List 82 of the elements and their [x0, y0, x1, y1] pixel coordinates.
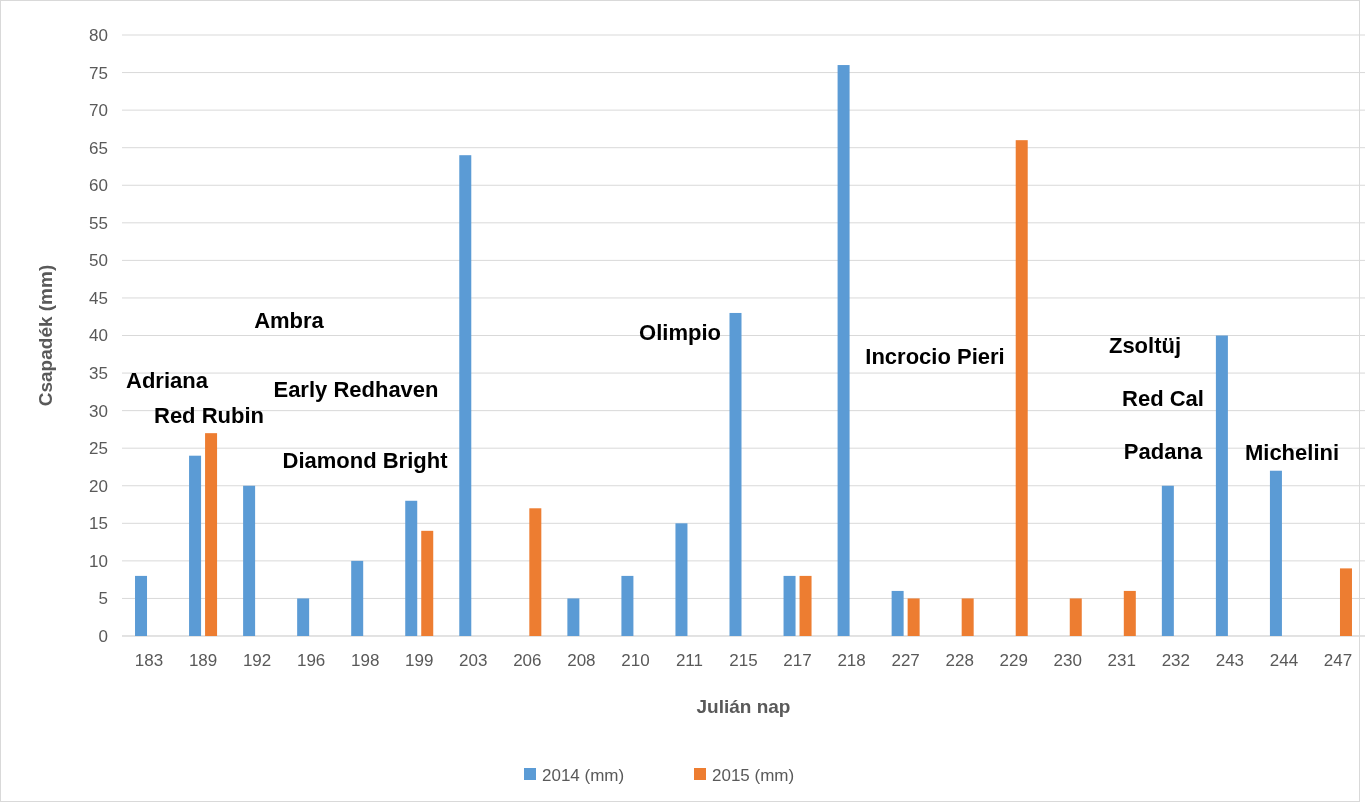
annotation: Adriana: [126, 367, 209, 393]
y-tick-label: 15: [89, 514, 108, 534]
bar: [907, 598, 920, 636]
x-tick-label: 228: [945, 651, 974, 670]
x-tick-label: 198: [351, 651, 380, 670]
annotation: Zsoltüj: [1108, 332, 1182, 358]
x-tick-label: 211: [675, 651, 704, 670]
x-tick-label: 206: [513, 651, 542, 670]
annotation: Incrocio Pieri: [865, 343, 1005, 369]
x-tick-label: 247: [1323, 651, 1353, 670]
bar: [1269, 470, 1282, 636]
bar: [351, 560, 364, 636]
annotation: Red Cal: [1122, 385, 1204, 411]
legend-label: 2015 (mm): [712, 765, 795, 785]
bar: [405, 500, 418, 636]
bar: [1015, 140, 1028, 636]
x-tick-label: 230: [1053, 651, 1082, 670]
bar: [421, 530, 434, 636]
y-tick-label: 5: [98, 589, 108, 609]
bar: [1161, 485, 1174, 636]
x-tick-label: 243: [1215, 651, 1245, 670]
x-tick-label: 232: [1161, 651, 1191, 670]
x-tick-label: 231: [1107, 651, 1136, 670]
annotation: Ambra: [254, 307, 325, 333]
bar: [1339, 568, 1352, 636]
x-tick-label: 218: [837, 651, 866, 670]
bar: [567, 598, 580, 636]
x-axis-title: Julián nap: [696, 696, 791, 717]
x-tick-label: 227: [891, 651, 920, 670]
bar: [837, 65, 850, 636]
y-tick-label: 25: [89, 439, 108, 459]
x-tick-label: 183: [134, 651, 164, 670]
y-tick-label: 55: [89, 213, 108, 233]
annotation: Michelini: [1244, 439, 1340, 465]
legend-label: 2014 (mm): [542, 765, 625, 785]
bar: [799, 575, 812, 636]
y-tick-label: 60: [89, 176, 108, 196]
bar: [621, 575, 634, 636]
y-tick-label: 50: [89, 251, 108, 271]
annotation: Red Rubin: [154, 402, 264, 428]
annotation: Diamond Bright: [282, 447, 449, 473]
bar: [891, 590, 904, 636]
annotation: Padana: [1123, 438, 1203, 464]
y-tick-label: 35: [89, 364, 108, 384]
bar: [243, 485, 256, 636]
bar: [459, 155, 472, 636]
bar: [729, 312, 742, 636]
bar: [675, 523, 688, 636]
bar: [205, 433, 218, 636]
y-tick-label: 20: [89, 476, 108, 496]
bar: [1069, 598, 1082, 636]
bar: [783, 575, 796, 636]
x-tick-label: 192: [242, 651, 272, 670]
bar: [297, 598, 310, 636]
y-tick-label: 30: [89, 401, 108, 421]
bar: [189, 455, 202, 636]
bar: [1123, 590, 1136, 636]
x-tick-label: 203: [459, 651, 488, 670]
x-tick-label: 215: [729, 651, 758, 670]
x-tick-label: 244: [1269, 651, 1299, 670]
bar: [135, 575, 148, 636]
x-tick-label: 229: [999, 651, 1028, 670]
y-tick-label: 65: [89, 138, 108, 158]
y-tick-label: 10: [89, 551, 108, 571]
x-tick-label: 196: [296, 651, 326, 670]
y-tick-label: 70: [89, 101, 108, 121]
bar: [529, 508, 542, 636]
bar: [961, 598, 974, 636]
x-tick-label: 210: [621, 651, 650, 670]
x-tick-label: 217: [783, 651, 812, 670]
y-tick-label: 75: [89, 63, 108, 83]
bar: [1215, 335, 1228, 636]
annotation: Early Redhaven: [273, 376, 439, 402]
x-tick-label: 208: [567, 651, 596, 670]
y-tick-label: 40: [89, 326, 108, 346]
y-tick-label: 80: [89, 25, 108, 45]
x-tick-label: 199: [405, 651, 434, 670]
y-tick-label: 0: [98, 626, 108, 646]
y-tick-label: 45: [89, 288, 108, 308]
annotation: Olimpio: [639, 319, 721, 345]
x-tick-label: 189: [188, 651, 218, 670]
y-axis-title: Csapadék (mm): [35, 264, 56, 407]
